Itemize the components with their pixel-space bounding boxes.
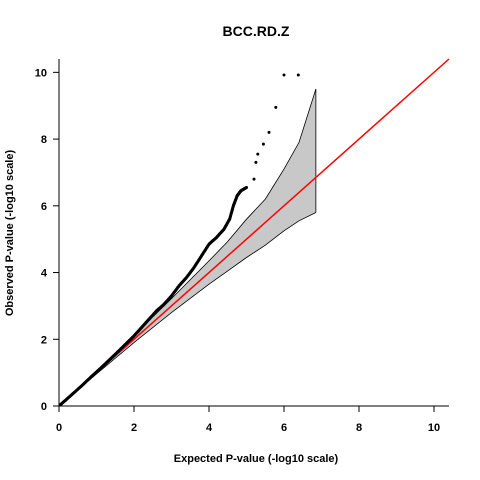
x-tick-label: 8: [356, 422, 362, 434]
y-tick-label: 6: [41, 201, 47, 213]
x-axis-ticks: 0 2 4 6 8 10: [56, 406, 440, 434]
y-tick-label: 8: [41, 134, 47, 146]
y-axis-label: Observed P-value (-log10 scale): [4, 150, 16, 317]
x-tick-label: 0: [56, 422, 62, 434]
reference-line: [58, 58, 450, 407]
band-upper-line: [58, 88, 317, 407]
band-lower-line: [58, 212, 317, 407]
data-point: [254, 160, 258, 164]
x-axis-label: Expected P-value (-log10 scale): [174, 453, 339, 465]
y-tick-label: 4: [41, 268, 48, 280]
x-tick-label: 10: [428, 422, 440, 434]
data-point: [252, 177, 256, 181]
data-point: [256, 152, 260, 156]
y-tick-label: 2: [41, 334, 47, 346]
chart-title: BCC.RD.Z: [223, 23, 290, 39]
data-point: [267, 130, 271, 134]
y-tick-label: 0: [41, 401, 47, 413]
data-point: [245, 186, 248, 189]
confidence-band: [58, 88, 317, 407]
data-point: [274, 105, 278, 109]
data-point: [261, 142, 265, 146]
x-tick-label: 2: [131, 422, 137, 434]
data-point: [296, 73, 300, 77]
band-area: [59, 89, 316, 406]
data-points: [59, 73, 300, 406]
x-tick-label: 4: [206, 422, 213, 434]
y-tick-label: 10: [35, 67, 47, 79]
x-tick-label: 6: [281, 422, 287, 434]
data-point: [282, 73, 286, 77]
y-axis-ticks: 0 2 4 6 8 10: [35, 67, 59, 413]
